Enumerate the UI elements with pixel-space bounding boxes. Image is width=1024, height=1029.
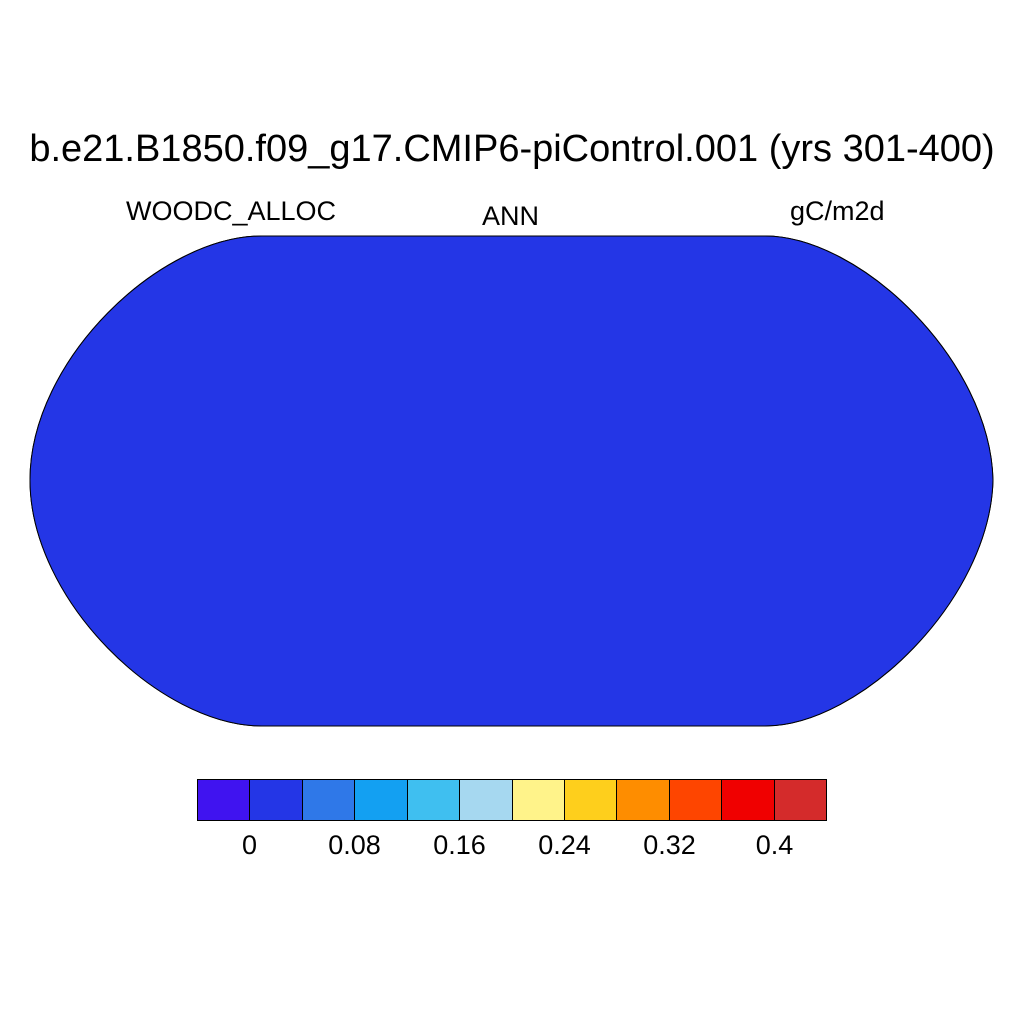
- colorbar-box: [564, 780, 618, 820]
- units-label: gC/m2d: [790, 196, 885, 226]
- colorbar-box: [669, 780, 723, 820]
- plot-title: b.e21.B1850.f09_g17.CMIP6-piControl.001 …: [29, 128, 995, 170]
- colorbar-labels: 0 0.08 0.16 0.24 0.32 0.4: [0, 830, 1024, 870]
- colorbar-box: [355, 780, 408, 820]
- season-label: ANN: [482, 201, 540, 231]
- colorbar-box: [460, 780, 513, 820]
- colorbar-box: [617, 780, 670, 820]
- colorbar-box: [302, 780, 356, 820]
- variable-label: WOODC_ALLOC: [126, 196, 337, 226]
- colorbar-tick-label: 0.24: [538, 830, 591, 860]
- colorbar: [197, 779, 827, 821]
- colorbar-box: [774, 780, 827, 820]
- colorbar-tick-label: 0.4: [755, 830, 794, 860]
- colorbar-tick-label: 0.08: [328, 830, 381, 860]
- colorbar-box: [512, 780, 565, 820]
- colorbar-tick-label: 0: [241, 830, 258, 860]
- colorbar-tick-label: 0.16: [433, 830, 486, 860]
- colorbar-box: [198, 780, 251, 820]
- colorbar-box: [722, 780, 775, 820]
- colorbar-tick-label: 0.32: [643, 830, 696, 860]
- colorbar-box: [250, 780, 303, 820]
- colorbar-box: [407, 780, 461, 820]
